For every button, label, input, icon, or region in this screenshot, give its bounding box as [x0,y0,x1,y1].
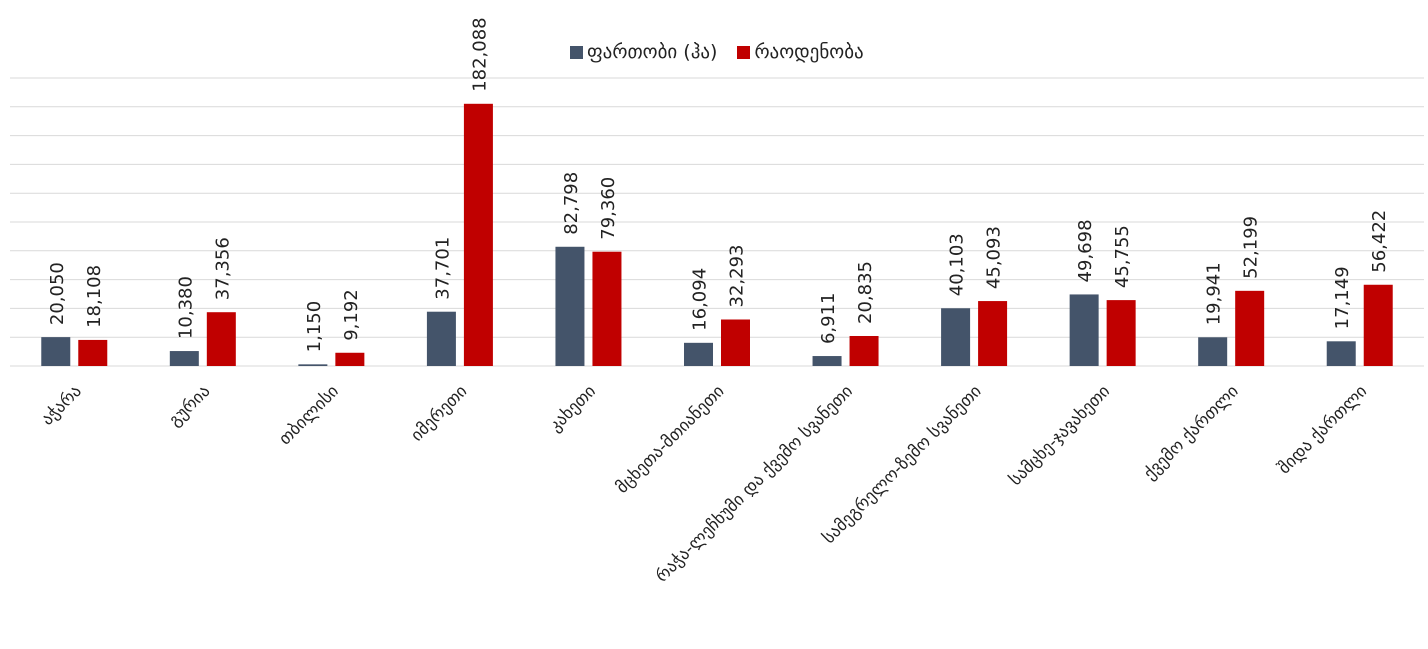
bar-area [169,351,199,366]
bar-area [426,311,456,366]
category-label: მცხეთა-მთიანეთი [612,381,728,497]
bar-area [298,364,328,366]
data-label: 17,149 [1332,266,1353,329]
data-label: 182,088 [469,17,490,91]
legend: ფართობი (ჰა) რაოდენობა [570,41,864,63]
data-label: 20,835 [855,261,876,324]
category-label: კახეთი [545,381,600,436]
legend-label-area: ფართობი (ჰა) [587,41,718,63]
category-label: აჭარა [38,381,86,429]
bar-area [812,356,842,366]
bar-area [684,342,713,366]
bar-count [1235,290,1265,366]
data-label: 82,798 [561,172,582,235]
bar-area [1069,294,1099,366]
legend-item-area: ფართობი (ჰა) [570,41,717,63]
category-label: გურია [165,381,214,430]
data-label: 37,701 [432,237,453,300]
category-label: ქვემო ქართლი [1140,381,1243,484]
bar-area [41,337,71,366]
bar-count [721,319,750,366]
legend-label-count: რაოდენობა [754,41,864,63]
bar-count [978,301,1008,366]
bar-count [1106,300,1136,366]
bar-area [555,246,585,366]
data-label: 18,108 [84,265,105,328]
legend-swatch-area [570,45,583,59]
data-label: 37,356 [212,237,233,300]
data-label: 1,150 [304,301,325,353]
bar-area [941,308,971,366]
category-label: თბილისი [275,381,343,449]
data-label: 16,094 [690,268,711,331]
bar-area [1326,341,1356,366]
data-label: 20,050 [47,262,68,325]
data-label: 49,698 [1075,219,1096,282]
category-label: სამცხე-ჯავახეთი [1006,381,1114,489]
legend-item-count: რაოდენობა [737,41,864,63]
data-label: 9,192 [341,289,362,341]
bar-count [592,251,622,366]
data-label: 45,093 [984,226,1005,289]
data-label: 45,755 [1112,225,1133,288]
data-label: 10,380 [175,276,196,339]
category-label: იმერეთი [407,381,471,445]
bar-count [463,103,493,367]
bar-count [335,352,365,366]
data-label: 32,293 [727,245,748,308]
data-label: 19,941 [1204,262,1225,325]
legend-swatch-count [737,45,751,59]
data-label: 40,103 [947,233,968,296]
bar-count [206,312,236,366]
data-label: 52,199 [1241,216,1262,279]
data-label: 79,360 [598,177,619,240]
data-label: 56,422 [1369,210,1390,273]
bar-count [1363,284,1393,366]
data-label: 6,911 [818,293,839,345]
bar-area [1198,337,1228,366]
bar-count [78,339,108,366]
category-label: შიდა ქართლი [1274,381,1371,478]
bar-count [849,335,879,366]
